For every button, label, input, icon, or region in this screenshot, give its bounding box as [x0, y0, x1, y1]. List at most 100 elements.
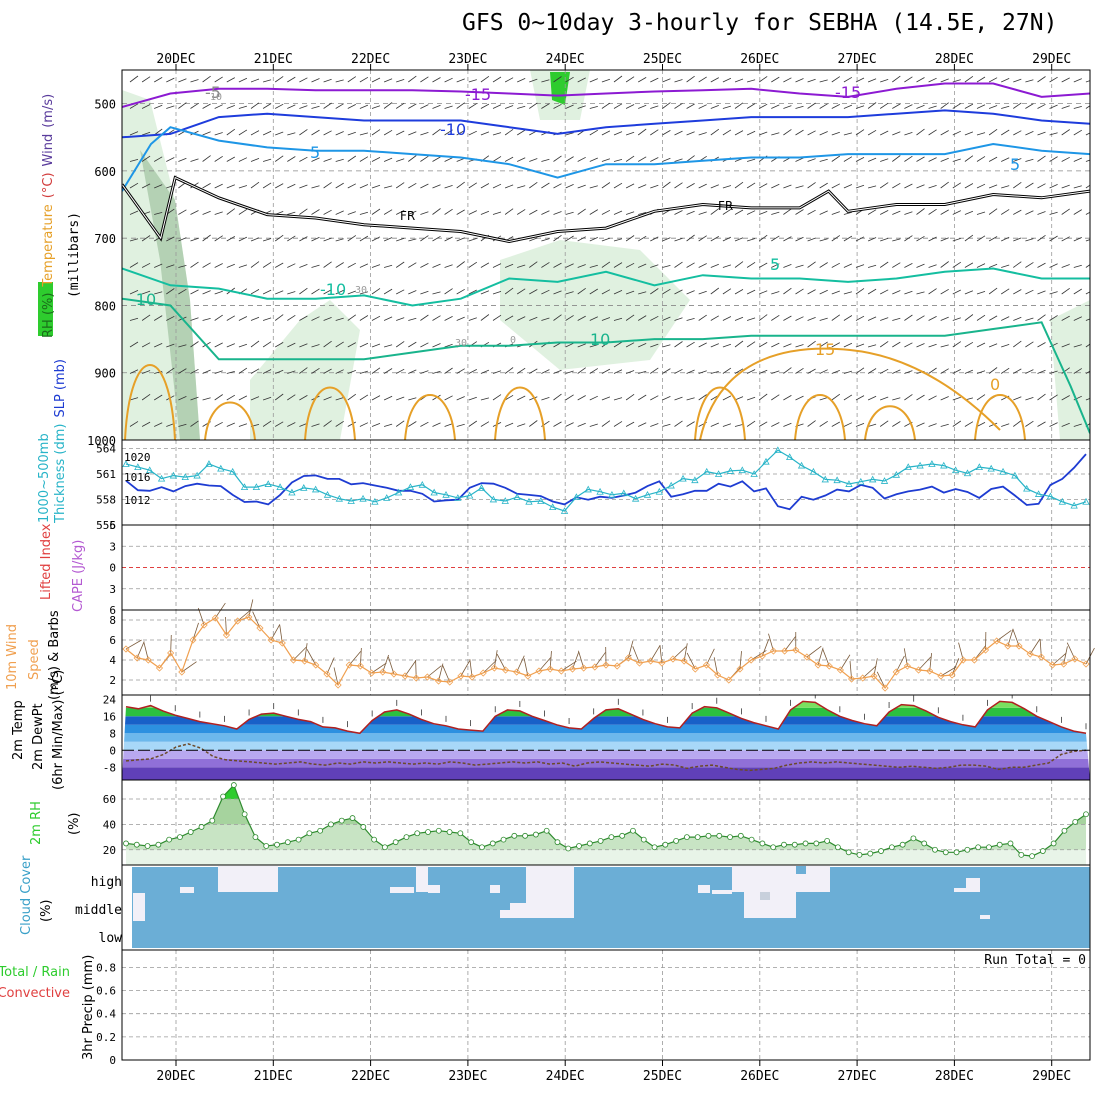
wind-barb: [831, 290, 840, 295]
wind-barb: [190, 261, 199, 268]
wind-barb: [698, 342, 707, 348]
wind-barb: [710, 287, 720, 295]
wind-barb: [347, 76, 357, 83]
wind-barb: [178, 237, 187, 242]
wind-barb: [190, 317, 199, 321]
wind-barb: [1013, 102, 1022, 109]
wind-barb: [817, 647, 824, 666]
wind-barb: [237, 609, 252, 622]
wind-barb: [275, 262, 284, 268]
rh-marker: [317, 827, 324, 834]
rh-unit-label: (%): [67, 813, 82, 836]
rh-marker: [942, 849, 949, 856]
wind-barb: [504, 184, 514, 189]
wind-barb: [625, 104, 635, 109]
wind-barb: [758, 76, 768, 83]
wind-barb: [638, 422, 647, 427]
wind-barb: [468, 289, 477, 295]
wind-speed-marker: [948, 671, 956, 679]
wind-barb: [129, 397, 139, 401]
rh-marker: [867, 850, 874, 857]
wind-barb: [154, 212, 163, 215]
rh-band: [126, 799, 1086, 825]
wind-barb: [480, 369, 490, 374]
wind-barb: [432, 422, 441, 427]
wind-barb: [287, 291, 296, 295]
wind-barb: [480, 290, 490, 295]
wind-barb: [1073, 237, 1082, 242]
wind-barb: [722, 77, 732, 83]
wind-barb: [734, 209, 744, 215]
rh-marker: [522, 832, 529, 839]
wind-barb: [710, 184, 719, 189]
wind-barb: [226, 184, 235, 189]
wind-barb: [722, 367, 732, 374]
wind-barb: [468, 317, 477, 321]
wind-barb: [601, 237, 611, 242]
rh-marker: [586, 840, 593, 847]
wind-tick-label: 2: [109, 674, 116, 687]
wind-barb: [698, 394, 707, 401]
wind-barb: [420, 235, 429, 242]
wind-barb: [795, 316, 804, 321]
wind-barb: [1061, 105, 1070, 109]
wind-speed-marker: [245, 613, 253, 621]
cape-ylabel: CAPE (J/kg): [71, 540, 86, 612]
wind-barb: [940, 261, 949, 268]
wind-barb: [806, 645, 822, 658]
thickness-marker: [1046, 492, 1055, 500]
wind-barb: [807, 78, 816, 83]
wind-barb: [178, 102, 187, 109]
wind-barb: [275, 103, 284, 109]
wind-barb: [371, 264, 381, 268]
wind-barb: [553, 369, 562, 374]
contour-label: -10: [440, 120, 466, 139]
wind-barb: [178, 209, 187, 215]
wind-barb: [420, 290, 429, 295]
wind-barb: [819, 103, 828, 109]
wind-barb: [952, 289, 961, 295]
wind-barb: [1049, 156, 1058, 162]
wind-barb: [686, 290, 695, 295]
wind-barb: [662, 288, 671, 295]
pressure-tick-label: 1000: [87, 434, 116, 448]
wind-barb: [383, 185, 393, 189]
wind-barb: [988, 77, 998, 83]
wind-barb: [940, 344, 949, 348]
rh-marker: [1072, 818, 1079, 825]
wind-barb: [262, 182, 272, 189]
wind-barb: [456, 130, 465, 136]
rh-marker: [835, 844, 841, 851]
wind-barb: [214, 263, 223, 268]
wind-barb: [577, 287, 586, 295]
wind-speed-marker: [155, 664, 164, 672]
thickness-marker: [276, 483, 284, 491]
wind-barb: [613, 75, 623, 83]
temp-line: [125, 700, 1087, 735]
wind-barb: [758, 393, 768, 401]
wind-barb: [371, 395, 381, 401]
wind-speed-marker: [546, 665, 554, 673]
wind-tick-label: 8: [109, 614, 116, 627]
wind-barb: [1013, 78, 1022, 83]
wind-barb: [541, 103, 550, 109]
wind-barb: [190, 289, 199, 295]
wind-barb: [565, 76, 574, 83]
wind-barb: [625, 155, 635, 162]
wind-barb: [613, 182, 623, 189]
wind-barb: [819, 369, 828, 374]
wind-speed-marker: [848, 675, 856, 683]
wind-barb: [202, 262, 211, 268]
wind-barb: [323, 396, 332, 401]
wind-barb: [541, 158, 550, 162]
wind-barb: [444, 236, 453, 242]
thickness-marker: [489, 495, 498, 503]
wind-barb: [625, 393, 635, 401]
dewpoint-line: [125, 743, 1087, 772]
wind-barb: [153, 315, 163, 321]
wind-barb: [468, 420, 478, 427]
wind-barb: [783, 343, 792, 348]
wind-barb: [613, 238, 623, 242]
rh-contour-label: 10: [210, 92, 222, 103]
wind-barb: [710, 236, 719, 242]
